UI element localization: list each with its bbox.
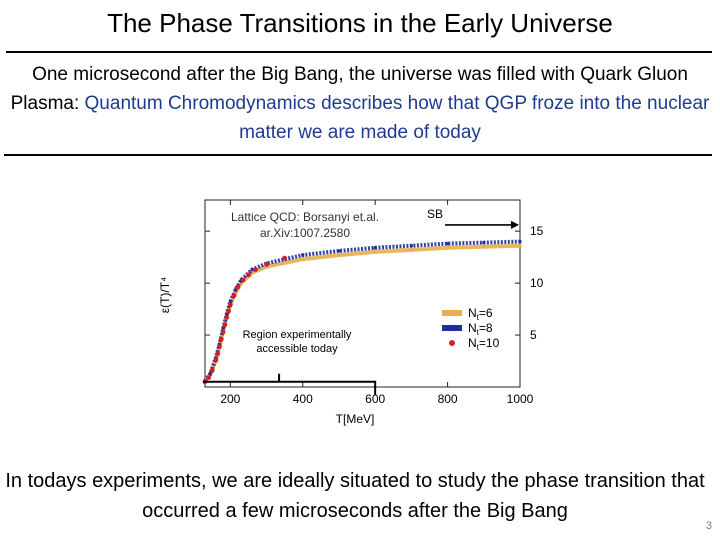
series-point (373, 246, 377, 250)
series-point (246, 272, 251, 278)
series-point (208, 371, 212, 375)
series-point (409, 244, 413, 248)
series-point (227, 302, 233, 308)
sb-marker (445, 220, 519, 229)
series-point (518, 240, 522, 244)
x-tick-label: 1000 (507, 392, 534, 406)
x-tick-label: 200 (220, 392, 240, 406)
energy-density-chart: 200 400 600 800 1000 5 10 15 Region experiment… (158, 199, 544, 426)
series-point (337, 253, 341, 257)
region-bracket-line (203, 380, 377, 395)
legend-label: Nt=8 (468, 321, 493, 337)
tick-marks (205, 200, 521, 387)
intro-text: One microsecond after the Big Bang, the … (8, 60, 712, 147)
intro-underline (4, 154, 712, 156)
intro-text-highlight: Quantum Chromodynamics describes how tha… (84, 93, 710, 143)
region-label-bg (233, 325, 361, 357)
series-point (234, 290, 238, 294)
series-point (409, 248, 413, 252)
series-point (225, 312, 229, 316)
x-tick-labels: 200 400 600 800 1000 (220, 392, 533, 406)
series-point (253, 267, 259, 273)
legend-swatch (442, 310, 462, 316)
region-label-line2: accessible today (256, 343, 338, 355)
legend-label: Nt=10 (468, 336, 500, 352)
series-point (282, 255, 288, 261)
title-underline (6, 51, 712, 53)
series-point (213, 357, 219, 363)
series-point (209, 367, 215, 373)
sb-label: SB (427, 207, 443, 221)
series-point (518, 244, 522, 248)
intro-text-plain: One microsecond after the Big Bang, the … (10, 64, 688, 114)
series-point (234, 287, 238, 291)
series-point (226, 308, 231, 314)
series-point (224, 314, 230, 320)
y-axis-label: ε(T)/T⁴ (158, 277, 172, 314)
series-point (220, 329, 226, 335)
x-tick-label: 400 (293, 392, 313, 406)
x-axis-label: T[MeV] (336, 412, 375, 426)
series-point (337, 249, 341, 253)
series-point (301, 257, 305, 261)
series-point (231, 293, 237, 298)
series-point (264, 262, 269, 267)
series-point (215, 351, 221, 357)
series-point (301, 253, 305, 257)
series-point (240, 277, 246, 283)
series-nt-8-line (203, 239, 521, 382)
series-point (217, 344, 222, 349)
accessible-region-bracket: Region experimentally accessible today (203, 325, 377, 395)
y-tick-labels: 5 10 15 (530, 224, 544, 342)
y-tick-label: 5 (530, 328, 537, 342)
series-point (218, 336, 224, 342)
x-tick-label: 600 (365, 392, 385, 406)
source-label: Lattice QCD: Borsanyi et.al. (231, 210, 379, 224)
series-point (222, 322, 228, 328)
legend-label: Nt=6 (468, 306, 493, 322)
legend-swatch (442, 325, 462, 331)
series-point (221, 327, 225, 331)
sb-arrow-head (511, 220, 519, 229)
y-tick-label: 10 (530, 276, 544, 290)
series-point (446, 246, 450, 250)
page-number: 3 (705, 520, 712, 532)
series-point (228, 300, 232, 304)
slide-title: The Phase Transitions in the Early Unive… (107, 8, 613, 38)
series-point (206, 375, 212, 381)
series-point (373, 250, 377, 254)
plot-frame (204, 199, 521, 388)
series-point (250, 268, 254, 272)
legend-swatch (449, 340, 455, 346)
series-point (482, 245, 486, 249)
region-label-line1: Region experimentally (243, 329, 352, 341)
source-ref: ar.Xiv:1007.2580 (260, 226, 350, 240)
data-series (202, 239, 522, 385)
chart-legend: Nt=6Nt=8Nt=10 (442, 306, 500, 352)
series-point (482, 241, 486, 245)
series-point (446, 242, 450, 246)
series-point (250, 271, 254, 275)
series-point (235, 284, 240, 290)
y-tick-label: 15 (530, 224, 544, 238)
bottom-text: In todays experiments, we are ideally si… (5, 470, 705, 522)
chart-area: 200 400 600 800 1000 5 10 15 Region experiment… (155, 195, 555, 440)
x-tick-label: 800 (438, 392, 458, 406)
